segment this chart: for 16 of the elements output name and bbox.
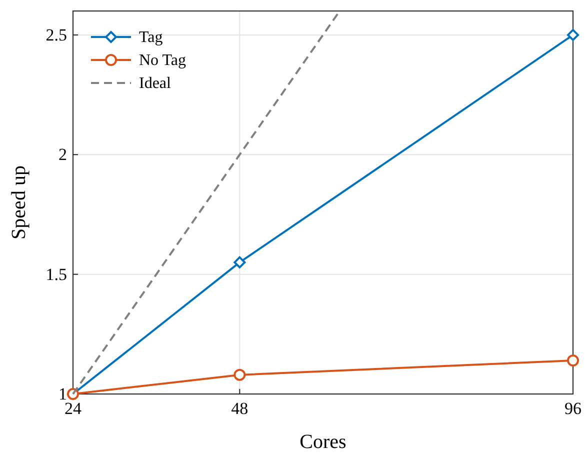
point: [234, 368, 246, 381]
y-tick-label: 1: [58, 384, 67, 404]
legend-label: Tag: [139, 29, 163, 46]
point: [234, 256, 246, 268]
x-tick-label: 48: [231, 399, 248, 418]
y-tick-label: 1.5: [46, 264, 67, 284]
legend-label: No Tag: [139, 52, 186, 69]
x-axis-title: Cores: [300, 431, 347, 453]
x-tick-label: 96: [564, 399, 582, 418]
legend-label: Ideal: [139, 75, 172, 92]
point: [567, 354, 579, 366]
x-tick-label: 24: [64, 399, 82, 418]
y-axis-title: Speed up: [8, 166, 30, 240]
y-tick-label: 2: [58, 145, 67, 164]
point: [567, 28, 579, 41]
y-tick-label: 2.5: [46, 25, 67, 44]
